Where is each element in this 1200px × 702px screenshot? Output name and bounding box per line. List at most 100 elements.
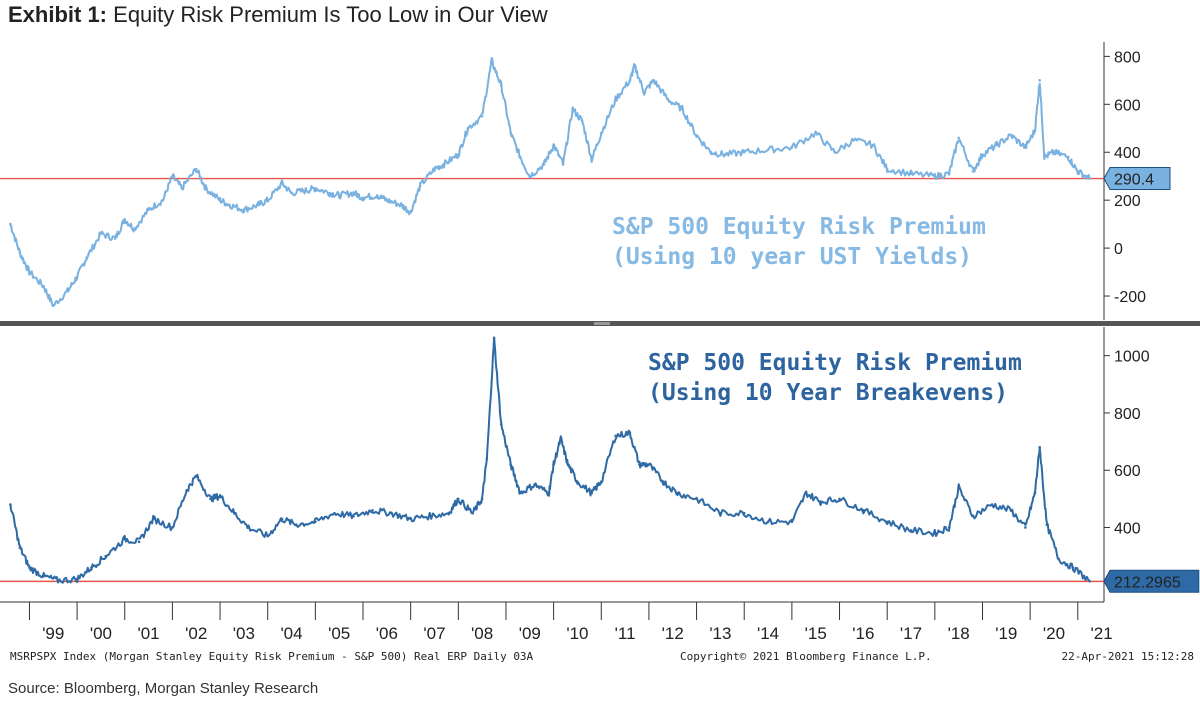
x-tick-label: '03 <box>233 624 255 643</box>
data-point <box>971 170 975 173</box>
data-point <box>18 251 22 255</box>
data-point <box>885 520 889 524</box>
x-axis: '99 '00 '01 '02 '03 '04 '05 '06 '07 '08 '09 '10 '11 '… <box>0 601 1113 643</box>
data-point <box>719 511 722 515</box>
data-point <box>933 174 937 178</box>
data-point <box>1057 557 1060 561</box>
footer-timestamp: 22-Apr-2021 15:12:28 <box>1062 650 1194 663</box>
data-point <box>933 532 937 535</box>
data-point <box>457 497 460 501</box>
data-point <box>633 64 636 68</box>
data-point <box>957 136 960 140</box>
x-tick-label: '06 <box>376 624 398 643</box>
data-point <box>290 191 293 195</box>
data-point <box>681 107 684 111</box>
data-point <box>509 131 512 135</box>
data-point <box>1076 170 1080 173</box>
data-point <box>1052 150 1056 154</box>
x-tick-label: '19 <box>995 624 1017 643</box>
data-point <box>600 131 603 135</box>
data-point <box>137 540 141 544</box>
data-point <box>995 143 999 147</box>
chart: 800 600 400 200 0 -200 290.4 S&P 500 Equity Ris… <box>0 42 1200 663</box>
data-point <box>123 218 126 221</box>
x-tick-label: '00 <box>90 624 112 643</box>
data-point <box>418 184 422 188</box>
data-point <box>552 143 555 147</box>
data-point <box>314 520 317 524</box>
x-tick-label: '15 <box>805 624 827 643</box>
data-point <box>519 491 522 495</box>
data-point <box>9 222 12 226</box>
data-point <box>280 517 284 521</box>
data-point <box>233 511 236 515</box>
data-point <box>642 91 646 94</box>
source-note: Source: Bloomberg, Morgan Stanley Resear… <box>8 680 319 697</box>
divider-grip[interactable] <box>594 322 610 325</box>
data-point <box>314 186 317 190</box>
last-value-label: 290.4 <box>1114 172 1154 189</box>
data-point <box>409 517 413 521</box>
data-point <box>99 232 103 235</box>
data-point <box>228 203 231 207</box>
series-title: (Using 10 year UST Yields) <box>612 244 972 270</box>
data-point <box>133 227 136 231</box>
data-point <box>971 514 975 518</box>
y-tick-label: -200 <box>1114 289 1146 306</box>
data-point <box>304 189 308 192</box>
x-tick-label: '20 <box>1043 624 1065 643</box>
data-point <box>161 198 165 202</box>
data-point <box>790 520 794 524</box>
data-point <box>333 511 336 515</box>
data-point <box>242 208 246 212</box>
data-point <box>247 526 250 529</box>
y-tick-label: 800 <box>1114 406 1141 423</box>
data-point <box>104 554 107 558</box>
data-point <box>600 480 603 484</box>
data-point <box>75 577 79 581</box>
data-point <box>385 198 389 202</box>
data-point <box>209 497 212 501</box>
data-point <box>576 480 579 484</box>
data-point <box>509 463 512 466</box>
x-tick-label: '12 <box>662 624 684 643</box>
chart-plots: 800 600 400 200 0 -200 290.4 S&P 500 Equity Ris… <box>0 42 1200 602</box>
data-point <box>742 511 746 515</box>
data-point <box>804 491 808 495</box>
data-point <box>652 79 655 82</box>
data-point <box>1071 566 1075 569</box>
data-point <box>256 203 260 207</box>
data-point <box>661 480 665 484</box>
data-point <box>492 337 496 340</box>
data-point <box>819 500 822 504</box>
data-point <box>1038 446 1041 449</box>
data-point <box>561 162 565 166</box>
series-title: (Using 10 Year Breakevens) <box>648 380 1008 406</box>
data-point <box>280 182 284 185</box>
y-tick-label: 600 <box>1114 463 1141 480</box>
data-point <box>528 174 532 178</box>
x-tick-label: '10 <box>566 624 588 643</box>
data-point <box>542 162 546 166</box>
x-tick-label: '99 <box>42 624 64 643</box>
data-point <box>571 107 574 111</box>
data-point <box>709 150 713 154</box>
series-title: S&P 500 Equity Risk Premium <box>648 350 1022 376</box>
data-point <box>871 143 875 147</box>
data-point <box>28 566 31 569</box>
data-point <box>171 174 174 178</box>
data-point <box>695 134 698 137</box>
last-value-box <box>1103 167 1171 191</box>
data-point <box>90 566 93 569</box>
x-tick-label: '17 <box>900 624 922 643</box>
data-point <box>862 509 865 512</box>
data-point <box>628 79 632 82</box>
data-point <box>790 146 794 149</box>
data-point <box>814 131 817 135</box>
data-point <box>485 457 489 461</box>
data-point <box>981 153 984 156</box>
data-point <box>204 186 208 190</box>
data-point <box>580 119 584 123</box>
data-point <box>66 289 69 293</box>
data-point <box>194 474 198 478</box>
